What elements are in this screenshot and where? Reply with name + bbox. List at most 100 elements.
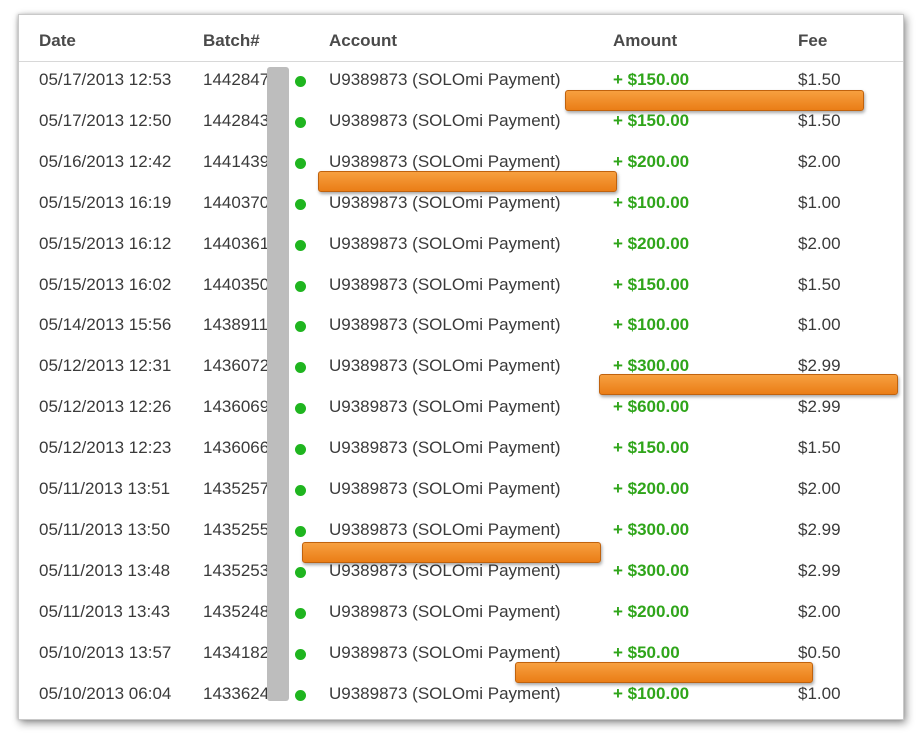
batch-column-header[interactable]: Batch# <box>203 31 260 50</box>
status-dot-icon <box>295 485 306 496</box>
table-row[interactable]: 05/17/2013 12:50 1442843 U9389873 (SOLOmi … <box>19 102 903 142</box>
amount-cell: + $150.00 <box>613 438 690 457</box>
fee-cell: $1.50 <box>798 275 841 294</box>
account-cell: U9389873 (SOLOmi Payment) <box>329 315 561 334</box>
batch-cell[interactable]: 1442847 <box>203 70 270 89</box>
fee-cell: $1.50 <box>798 438 841 457</box>
account-cell: U9389873 (SOLOmi Payment) <box>329 275 561 294</box>
date-cell: 05/11/2013 13:48 <box>39 561 171 580</box>
fee-cell: $2.99 <box>798 520 841 539</box>
status-dot-icon <box>295 690 306 701</box>
batch-cell[interactable]: 1440361 <box>203 234 270 253</box>
fee-cell: $2.99 <box>798 561 841 580</box>
amount-cell: + $200.00 <box>613 152 690 171</box>
batch-cell[interactable]: 1440370 <box>203 193 270 212</box>
batch-cell[interactable]: 1440350 <box>203 275 270 294</box>
batch-cell[interactable]: 1438911 <box>203 315 268 334</box>
table-row[interactable]: 05/16/2013 12:42 1441439 U9389873 (SOLOmi … <box>19 143 903 183</box>
table-row[interactable]: 05/11/2013 13:48 1435253 U9389873 (SOLOmi … <box>19 552 903 592</box>
batch-cell[interactable]: 1433624 <box>203 684 270 703</box>
account-cell: U9389873 (SOLOmi Payment) <box>329 684 561 703</box>
date-cell: 05/11/2013 13:43 <box>39 602 171 621</box>
amount-cell: + $200.00 <box>613 602 690 621</box>
table-row[interactable]: 05/10/2013 13:57 1434182 U9389873 (SOLOmi … <box>19 634 903 674</box>
transaction-history-panel: Date Batch# Account Amount Fee 05/17/201… <box>18 14 904 720</box>
amount-cell: + $300.00 <box>613 356 690 375</box>
redaction-mark <box>515 662 813 683</box>
batch-cell[interactable]: 1442843 <box>203 111 270 130</box>
table-row[interactable]: 05/15/2013 16:02 1440350 U9389873 (SOLOmi … <box>19 266 903 306</box>
batch-cell[interactable]: 1435248 <box>203 602 270 621</box>
date-cell: 05/15/2013 16:12 <box>39 234 172 253</box>
account-cell: U9389873 (SOLOmi Payment) <box>329 234 561 253</box>
status-dot-icon <box>295 526 306 537</box>
table-row[interactable]: 05/12/2013 12:31 1436072 U9389873 (SOLOmi … <box>19 347 903 387</box>
date-cell: 05/12/2013 12:26 <box>39 397 172 416</box>
account-cell: U9389873 (SOLOmi Payment) <box>329 643 561 662</box>
batch-cell[interactable]: 1436066 <box>203 438 270 457</box>
amount-cell: + $100.00 <box>613 315 690 334</box>
fee-column-header[interactable]: Fee <box>798 31 828 50</box>
fee-cell: $2.99 <box>798 397 841 416</box>
fee-cell: $1.50 <box>798 111 841 130</box>
table-row[interactable]: 05/14/2013 15:56 1438911 U9389873 (SOLOmi … <box>19 306 903 346</box>
fee-cell: $2.00 <box>798 234 841 253</box>
date-cell: 05/10/2013 13:57 <box>39 643 172 662</box>
amount-column-header[interactable]: Amount <box>613 31 678 50</box>
fee-cell: $1.00 <box>798 315 841 334</box>
table-row[interactable]: 05/15/2013 16:19 1440370 U9389873 (SOLOmi … <box>19 184 903 224</box>
status-dot-icon <box>295 649 306 660</box>
redaction-mark <box>302 542 601 563</box>
account-cell: U9389873 (SOLOmi Payment) <box>329 479 561 498</box>
amount-cell: + $150.00 <box>613 111 690 130</box>
account-cell: U9389873 (SOLOmi Payment) <box>329 602 561 621</box>
status-dot-icon <box>295 321 306 332</box>
account-column-header[interactable]: Account <box>329 31 397 50</box>
account-cell: U9389873 (SOLOmi Payment) <box>329 70 561 89</box>
amount-cell: + $100.00 <box>613 684 690 703</box>
date-cell: 05/11/2013 13:51 <box>39 479 171 498</box>
table-row[interactable]: 05/15/2013 16:12 1440361 U9389873 (SOLOmi … <box>19 225 903 265</box>
status-dot-icon <box>295 158 306 169</box>
amount-cell: + $200.00 <box>613 479 690 498</box>
date-cell: 05/12/2013 12:23 <box>39 438 172 457</box>
batch-cell[interactable]: 1436069 <box>203 397 270 416</box>
amount-cell: + $150.00 <box>613 275 690 294</box>
batch-cell[interactable]: 1435253 <box>203 561 270 580</box>
status-dot-icon <box>295 567 306 578</box>
amount-cell: + $600.00 <box>613 397 690 416</box>
table-row[interactable]: 05/12/2013 12:26 1436069 U9389873 (SOLOmi … <box>19 388 903 428</box>
date-cell: 05/12/2013 12:31 <box>39 356 172 375</box>
redaction-mark <box>318 171 617 192</box>
table-row[interactable]: 05/10/2013 06:04 1433624 U9389873 (SOLOmi … <box>19 675 903 715</box>
table-row[interactable]: 05/11/2013 13:50 1435255 U9389873 (SOLOmi … <box>19 511 903 551</box>
account-cell: U9389873 (SOLOmi Payment) <box>329 561 561 580</box>
batch-cell[interactable]: 1441439 <box>203 152 270 171</box>
date-cell: 05/11/2013 13:50 <box>39 520 171 539</box>
table-row[interactable]: 05/11/2013 13:43 1435248 U9389873 (SOLOmi … <box>19 593 903 633</box>
amount-cell: + $300.00 <box>613 561 690 580</box>
table-row[interactable]: 05/12/2013 12:23 1436066 U9389873 (SOLOmi … <box>19 429 903 469</box>
batch-cell[interactable]: 1434182 <box>203 643 270 662</box>
batch-cell[interactable]: 1435257 <box>203 479 270 498</box>
status-dot-icon <box>295 199 306 210</box>
redaction-mark <box>599 374 898 395</box>
batch-redaction-bar <box>267 67 289 701</box>
account-cell: U9389873 (SOLOmi Payment) <box>329 438 561 457</box>
amount-cell: + $50.00 <box>613 643 680 662</box>
account-cell: U9389873 (SOLOmi Payment) <box>329 356 561 375</box>
status-dot-icon <box>295 240 306 251</box>
table-row[interactable]: 05/11/2013 13:51 1435257 U9389873 (SOLOmi … <box>19 470 903 510</box>
table-row[interactable]: 05/17/2013 12:53 1442847 U9389873 (SOLOmi … <box>19 61 903 101</box>
batch-cell[interactable]: 1435255 <box>203 520 270 539</box>
status-dot-icon <box>295 281 306 292</box>
amount-cell: + $100.00 <box>613 193 690 212</box>
amount-cell: + $300.00 <box>613 520 690 539</box>
account-cell: U9389873 (SOLOmi Payment) <box>329 111 561 130</box>
date-cell: 05/17/2013 12:50 <box>39 111 172 130</box>
date-column-header[interactable]: Date <box>39 31 76 50</box>
status-dot-icon <box>295 403 306 414</box>
batch-cell[interactable]: 1436072 <box>203 356 270 375</box>
account-cell: U9389873 (SOLOmi Payment) <box>329 520 561 539</box>
fee-cell: $2.00 <box>798 152 841 171</box>
